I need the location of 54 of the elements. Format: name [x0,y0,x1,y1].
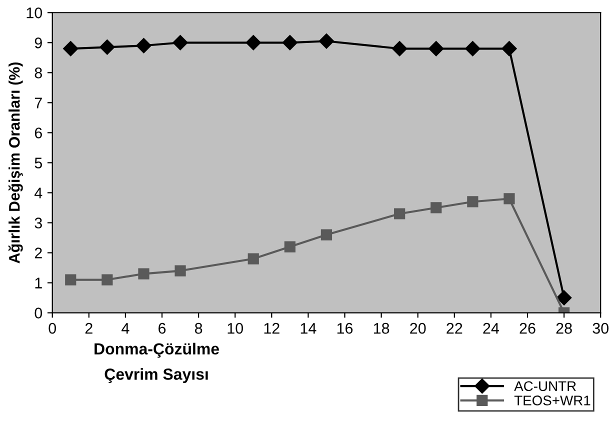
x-tick-label: 2 [85,322,92,334]
x-tick-label: 6 [158,322,166,334]
y-axis-title: Ağırlık Değişim Oranları (%) [8,62,23,264]
point [465,41,480,56]
point [63,41,78,56]
x-tick-label: 14 [300,323,316,334]
point [430,202,442,214]
point [136,38,152,54]
y-tick-label: 2 [34,248,42,258]
x-tick-label: 0 [48,322,56,334]
x-tick-label: 16 [337,322,353,334]
point [282,35,298,50]
point [246,35,261,50]
point [172,35,188,50]
point [428,41,444,56]
point [320,229,332,240]
x-tick-label: 22 [446,322,462,334]
x-tick-label: 26 [520,322,536,334]
y-tick-label: 3 [34,218,42,228]
point [318,34,334,49]
y-tick-label: 1 [35,278,42,288]
y-tick-label: 5 [34,158,42,168]
x-tick-label: 10 [228,322,244,334]
x-tick-label: 28 [556,322,572,334]
point [138,268,150,280]
point [392,41,408,56]
y-tick-label: 10 [26,8,42,18]
y-tick-label: 6 [34,128,42,138]
point [467,196,478,208]
point [248,253,259,264]
x-tick-label: 18 [374,322,390,334]
point [504,193,515,204]
y-tick-label: 4 [34,188,42,198]
y-tick-label: 7 [34,98,42,108]
legend-label: TEOS+WR1 [514,396,590,406]
point [174,265,186,276]
point [394,208,406,220]
x-tick-label: 12 [264,322,280,334]
x-tick-label: 4 [122,323,130,334]
point [284,241,296,252]
point [65,274,76,286]
y-tick-label: 9 [34,38,42,48]
y-tick-label: 0 [34,308,42,318]
point [102,274,113,286]
point [100,40,115,55]
x-tick-label: 20 [410,322,426,334]
point [502,41,517,56]
point [556,290,572,306]
x-tick-label: 24 [483,322,499,334]
x-axis-title: Donma-Çözülme Çevrim Sayısı [94,342,219,384]
legend-label: AC-UNTR [514,381,576,392]
x-tick-label: 30 [592,322,608,334]
y-tick-label: 8 [34,68,42,78]
x-tick-label: 8 [194,322,202,334]
